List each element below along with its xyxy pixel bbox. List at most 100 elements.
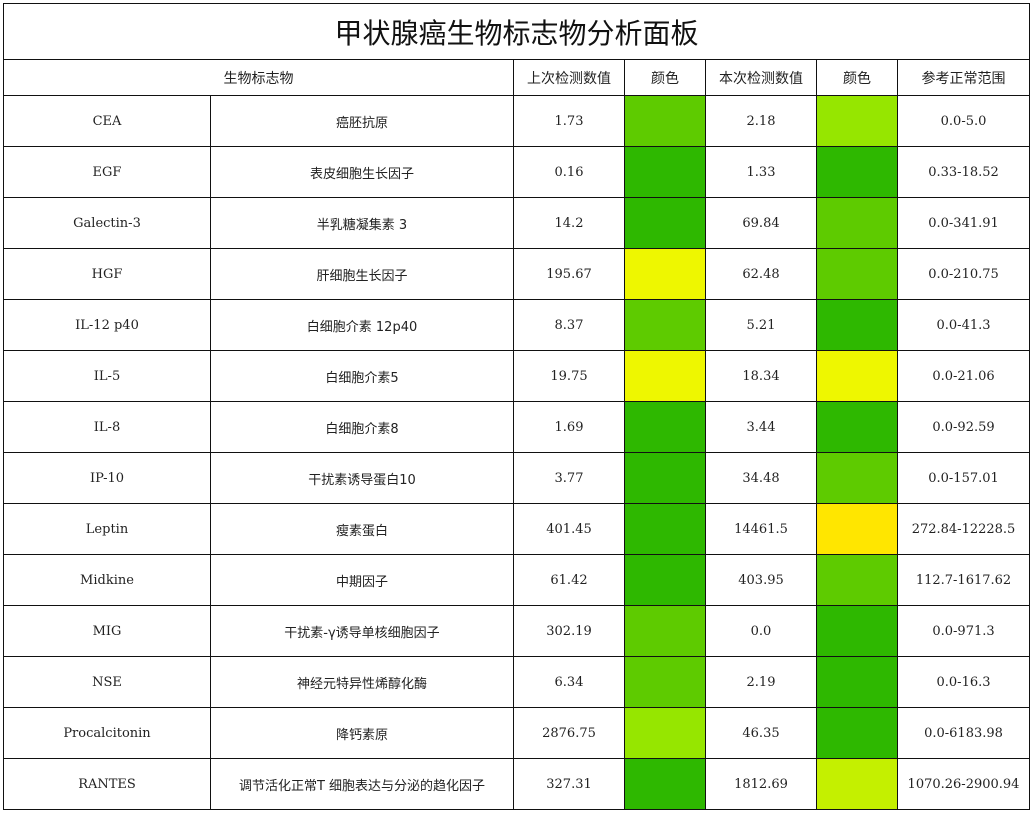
reference-range: 0.0-41.3 [896,299,1031,351]
panel-title: 甲状腺癌生物标志物分析面板 [2,3,1031,60]
curr-value: 46.35 [705,707,817,759]
table-row: NSE 神经元特异性烯醇化酶 6.34 2.19 0.0-16.3 [3,656,1031,708]
prev-color-swatch [624,146,706,198]
curr-value: 1812.69 [705,758,817,810]
curr-color-swatch [816,401,898,453]
table-row: CEA 癌胚抗原 1.73 2.18 0.0-5.0 [3,95,1031,147]
prev-color-swatch [624,758,706,810]
reference-range: 0.0-92.59 [896,401,1031,453]
curr-color-swatch [816,554,898,606]
curr-value: 14461.5 [705,503,817,555]
marker-code: Leptin [3,503,211,555]
marker-code: MIG [3,605,211,657]
curr-value: 1.33 [705,146,817,198]
biomarker-panel-table: 甲状腺癌生物标志物分析面板 生物标志物 上次检测数值 颜色 本次检测数值 颜色 … [2,3,1031,810]
curr-value: 5.21 [705,299,817,351]
curr-value: 0.0 [705,605,817,657]
marker-name: 干扰素-γ诱导单核细胞因子 [210,605,514,657]
prev-value: 6.34 [513,656,625,708]
marker-code: RANTES [3,758,211,810]
marker-name: 降钙素原 [210,707,514,759]
reference-range: 0.0-341.91 [896,197,1031,249]
biomarker-rows: CEA 癌胚抗原 1.73 2.18 0.0-5.0 EGF 表皮细胞生长因子 0.16 1.3… [3,95,1031,810]
marker-name: 肝细胞生长因子 [210,248,514,300]
marker-code: CEA [3,95,211,147]
marker-name: 半乳糖凝集素 3 [210,197,514,249]
header-prev-color: 颜色 [624,59,706,96]
reference-range: 0.33-18.52 [896,146,1031,198]
curr-value: 69.84 [705,197,817,249]
marker-name: 神经元特异性烯醇化酶 [210,656,514,708]
table-row: IL-8 白细胞介素8 1.69 3.44 0.0-92.59 [3,401,1031,453]
reference-range: 0.0-210.75 [896,248,1031,300]
prev-color-swatch [624,197,706,249]
reference-range: 272.84-12228.5 [896,503,1031,555]
curr-value: 2.18 [705,95,817,147]
prev-color-swatch [624,503,706,555]
prev-color-swatch [624,605,706,657]
table-row: IP-10 干扰素诱导蛋白10 3.77 34.48 0.0-157.01 [3,452,1031,504]
table-row: IL-12 p40 白细胞介素 12p40 8.37 5.21 0.0-41.3 [3,299,1031,351]
marker-code: IL-12 p40 [3,299,211,351]
header-range: 参考正常范围 [896,59,1031,96]
curr-color-swatch [816,503,898,555]
table-row: RANTES 调节活化正常T 细胞表达与分泌的趋化因子 327.31 1812.69 1… [3,758,1031,810]
marker-name: 白细胞介素5 [210,350,514,402]
curr-value: 62.48 [705,248,817,300]
curr-color-swatch [816,248,898,300]
table-row: IL-5 白细胞介素5 19.75 18.34 0.0-21.06 [3,350,1031,402]
prev-color-swatch [624,248,706,300]
reference-range: 0.0-971.3 [896,605,1031,657]
prev-value: 2876.75 [513,707,625,759]
prev-color-swatch [624,350,706,402]
prev-value: 0.16 [513,146,625,198]
curr-color-swatch [816,197,898,249]
prev-color-swatch [624,401,706,453]
curr-value: 18.34 [705,350,817,402]
curr-value: 34.48 [705,452,817,504]
reference-range: 0.0-21.06 [896,350,1031,402]
table-row: Procalcitonin 降钙素原 2876.75 46.35 0.0-6183.98 [3,707,1031,759]
table-row: MIG 干扰素-γ诱导单核细胞因子 302.19 0.0 0.0-971.3 [3,605,1031,657]
prev-value: 195.67 [513,248,625,300]
curr-color-swatch [816,452,898,504]
marker-name: 白细胞介素8 [210,401,514,453]
marker-name: 白细胞介素 12p40 [210,299,514,351]
marker-code: IP-10 [3,452,211,504]
marker-code: Galectin-3 [3,197,211,249]
table-row: Midkine 中期因子 61.42 403.95 112.7-1617.62 [3,554,1031,606]
curr-color-swatch [816,350,898,402]
reference-range: 1070.26-2900.94 [896,758,1031,810]
prev-color-swatch [624,656,706,708]
header-curr-color: 颜色 [816,59,898,96]
reference-range: 0.0-6183.98 [896,707,1031,759]
marker-name: 瘦素蛋白 [210,503,514,555]
marker-code: EGF [3,146,211,198]
prev-value: 1.73 [513,95,625,147]
curr-color-swatch [816,656,898,708]
prev-color-swatch [624,707,706,759]
marker-code: Procalcitonin [3,707,211,759]
table-row: EGF 表皮细胞生长因子 0.16 1.33 0.33-18.52 [3,146,1031,198]
reference-range: 112.7-1617.62 [896,554,1031,606]
header-marker: 生物标志物 [3,59,514,96]
curr-color-swatch [816,299,898,351]
table-row: HGF 肝细胞生长因子 195.67 62.48 0.0-210.75 [3,248,1031,300]
prev-value: 401.45 [513,503,625,555]
marker-code: HGF [3,248,211,300]
table-row: Leptin 瘦素蛋白 401.45 14461.5 272.84-12228.5 [3,503,1031,555]
prev-value: 61.42 [513,554,625,606]
prev-color-swatch [624,299,706,351]
marker-name: 干扰素诱导蛋白10 [210,452,514,504]
prev-color-swatch [624,554,706,606]
prev-color-swatch [624,95,706,147]
marker-code: IL-8 [3,401,211,453]
curr-value: 3.44 [705,401,817,453]
marker-name: 癌胚抗原 [210,95,514,147]
table-row: Galectin-3 半乳糖凝集素 3 14.2 69.84 0.0-341.91 [3,197,1031,249]
marker-name: 中期因子 [210,554,514,606]
prev-value: 3.77 [513,452,625,504]
curr-color-swatch [816,707,898,759]
reference-range: 0.0-5.0 [896,95,1031,147]
header-prev-value: 上次检测数值 [513,59,625,96]
